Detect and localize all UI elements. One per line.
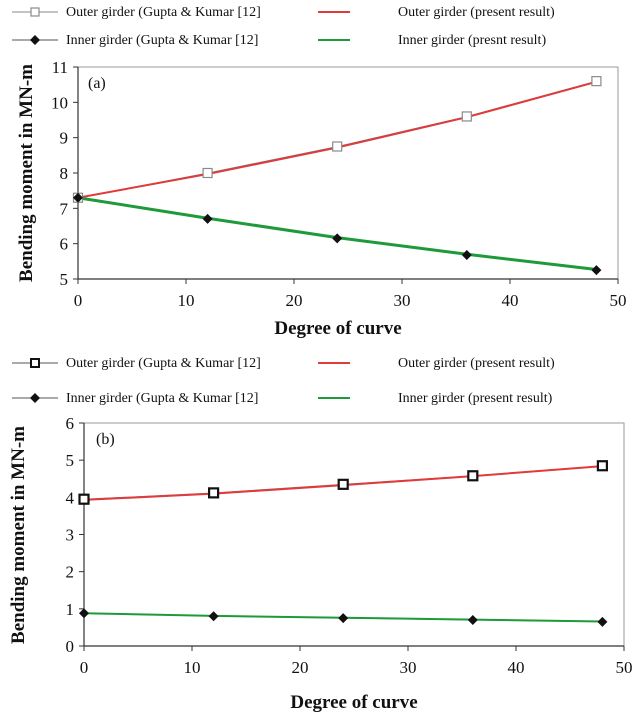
legend-marker-diamond	[30, 35, 40, 45]
x-tick-label: 30	[394, 291, 411, 310]
data-point-diamond	[202, 213, 213, 224]
y-tick-label: 9	[60, 129, 69, 148]
data-point-square	[461, 111, 472, 122]
legend-marker-square	[30, 7, 40, 17]
y-tick-label: 6	[60, 235, 69, 254]
y-tick-label: 4	[66, 488, 75, 507]
data-point-diamond	[73, 192, 83, 203]
data-point-diamond	[208, 611, 219, 622]
legend-marker-diamond	[30, 393, 40, 403]
legend-label: Inner girder (present result)	[398, 391, 553, 406]
data-point-diamond	[591, 265, 602, 276]
legend-entry: Outer girder (present result)	[318, 356, 555, 371]
x-axis-title: Degree of curve	[290, 692, 417, 713]
panel-label: (b)	[96, 431, 115, 448]
data-point-diamond	[461, 249, 472, 260]
x-tick-label: 50	[610, 291, 627, 310]
legend-entry: Inner girder (present result)	[318, 391, 553, 406]
x-tick-label: 40	[508, 658, 525, 677]
data-point-diamond	[79, 608, 89, 619]
y-tick-label: 5	[60, 270, 69, 289]
data-point-diamond	[597, 616, 608, 627]
y-tick-label: 7	[60, 199, 69, 218]
data-point-square	[467, 470, 479, 482]
chart-panel-b: Outer girder (Gupta & Kumar [12] Outer gi…	[8, 356, 633, 713]
x-axis-title: Degree of curve	[274, 318, 401, 339]
y-tick-label: 0	[66, 637, 75, 656]
legend-entry: Inner girder (presnt result)	[318, 33, 546, 48]
y-tick-label: 3	[66, 526, 75, 545]
data-point-square	[596, 460, 609, 472]
chart-panel-a: Outer girder (Gupta & Kumar [12] Outer gi…	[12, 5, 627, 339]
y-tick-label: 8	[60, 164, 69, 183]
data-point-square	[202, 167, 213, 179]
legend-entry: Outer girder (present result)	[318, 5, 555, 20]
y-axis-title: Bending moment in MN-m	[16, 64, 37, 282]
y-axis-title: Bending moment in MN-m	[8, 426, 29, 644]
legend-marker-square	[30, 358, 40, 368]
plot-frame	[83, 422, 625, 647]
legend-label: Inner girder (Gupta & Kumar [12]	[66, 33, 258, 48]
legend-entry: Inner girder (Gupta & Kumar [12]	[12, 391, 258, 406]
data-point-square	[332, 141, 343, 152]
y-tick-label: 5	[66, 451, 75, 470]
x-tick-label: 40	[502, 291, 519, 310]
data-point-diamond	[332, 233, 343, 244]
data-point-square	[591, 76, 602, 87]
x-tick-label: 10	[178, 291, 195, 310]
y-tick-label: 2	[66, 563, 75, 582]
legend-label: Inner girder (presnt result)	[398, 33, 546, 48]
x-tick-label: 30	[400, 658, 417, 677]
data-point-square	[337, 478, 349, 490]
x-tick-label: 50	[616, 658, 633, 677]
x-tick-label: 20	[286, 291, 303, 310]
legend-entry: Outer girder (Gupta & Kumar [12]	[12, 356, 261, 371]
data-point-square	[78, 493, 90, 505]
legend-label: Outer girder (present result)	[398, 5, 555, 20]
y-tick-label: 10	[51, 93, 68, 112]
y-tick-label: 11	[52, 58, 68, 77]
legend-label: Outer girder (present result)	[398, 356, 555, 371]
data-point-diamond	[467, 614, 478, 625]
legend-entry: Outer girder (Gupta & Kumar [12]	[12, 5, 261, 20]
legend-label: Outer girder (Gupta & Kumar [12]	[66, 356, 261, 371]
y-tick-label: 1	[66, 600, 75, 619]
x-tick-label: 0	[74, 291, 83, 310]
y-tick-label: 6	[66, 414, 75, 433]
data-point-diamond	[338, 613, 349, 624]
x-tick-label: 0	[80, 658, 89, 677]
x-tick-label: 10	[184, 658, 201, 677]
series-connector	[77, 80, 597, 199]
series-line	[77, 80, 597, 199]
legend-entry: Inner girder (Gupta & Kumar [12]	[12, 33, 258, 48]
data-point-square	[208, 487, 220, 499]
legend-label: Outer girder (Gupta & Kumar [12]	[66, 5, 261, 20]
panel-label: (a)	[88, 75, 106, 92]
x-tick-label: 20	[292, 658, 309, 677]
legend-label: Inner girder (Gupta & Kumar [12]	[66, 391, 258, 406]
